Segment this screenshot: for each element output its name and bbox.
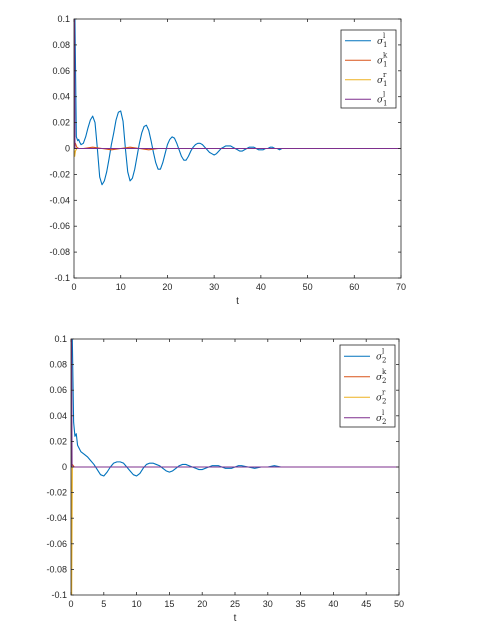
y-tick-label: -0.08 bbox=[46, 564, 67, 574]
legend-entry-2: σ bbox=[376, 373, 383, 383]
legend-box bbox=[339, 344, 396, 428]
legend-entry-4: σ bbox=[377, 95, 384, 105]
y-tick-label: 0 bbox=[62, 462, 67, 472]
chart-2: 0 5 10 15 20 25 30 35 40 45 50 0.1 0.08 0.06 0.04 0.02 0… bbox=[46, 334, 404, 624]
y-tick-label: 0.02 bbox=[52, 118, 70, 128]
y-tick-label: -0.02 bbox=[49, 169, 70, 179]
x-tick-label: 25 bbox=[230, 599, 240, 609]
x-tick-label: 30 bbox=[263, 599, 273, 609]
y-tick-label: 0.04 bbox=[49, 411, 67, 421]
legend-entry-4: σ bbox=[376, 414, 383, 424]
x-tick-label: 0 bbox=[68, 599, 73, 609]
legend-entry-sup-2: k bbox=[382, 368, 387, 376]
chart-1: 0 10 20 30 40 50 60 70 0.1 0.08 0.06 0.04 0.02 0 -0.02… bbox=[49, 14, 406, 307]
x-tick-label: 40 bbox=[256, 282, 266, 292]
x-tick-label: 40 bbox=[328, 599, 338, 609]
x-tick-label: 5 bbox=[101, 599, 106, 609]
legend-entry-sub-4: 1 bbox=[383, 99, 387, 107]
y-tick-label: -0.08 bbox=[49, 247, 70, 257]
legend-entry-sup-3: r bbox=[383, 71, 387, 79]
legend-entry-sup-4: l bbox=[382, 409, 385, 417]
series-group bbox=[71, 339, 399, 595]
y-tick-label: 0.1 bbox=[54, 334, 67, 344]
legend-entry-sup-3: r bbox=[382, 388, 386, 396]
y-tick-label: 0.08 bbox=[52, 40, 70, 50]
x-tick-label: 0 bbox=[71, 282, 76, 292]
y-tick-label: 0.04 bbox=[52, 92, 70, 102]
x-tick-label: 60 bbox=[349, 282, 359, 292]
y-tick-label: 0.06 bbox=[49, 385, 67, 395]
x-tick-label: 70 bbox=[396, 282, 406, 292]
y-tick-label: -0.04 bbox=[49, 195, 70, 205]
x-tick-label: 20 bbox=[162, 282, 172, 292]
x-tick-label: 50 bbox=[303, 282, 313, 292]
legend-entry-1: σ bbox=[377, 37, 384, 47]
y-tick-label: 0.08 bbox=[49, 360, 67, 370]
legend-entry-sub-2: 1 bbox=[383, 60, 387, 68]
legend-entry-sub-3: 2 bbox=[382, 397, 386, 405]
x-tick-label: 15 bbox=[164, 599, 174, 609]
y-tick-label: -0.06 bbox=[49, 221, 70, 231]
legend-entry-sup-4: l bbox=[383, 90, 386, 98]
legend-entry-sub-2: 2 bbox=[382, 377, 386, 385]
legend-entry-3: σ bbox=[376, 393, 383, 403]
legend-entry-sub-4: 2 bbox=[382, 418, 386, 426]
y-tick-label: -0.04 bbox=[46, 513, 67, 523]
legend-entry-1: σ bbox=[376, 352, 383, 362]
x-tick-label: 45 bbox=[361, 599, 371, 609]
legend-entry-sup-1: l bbox=[383, 32, 386, 40]
x-tick-label: 50 bbox=[394, 599, 404, 609]
y-tick-label: 0 bbox=[65, 144, 70, 154]
x-tick-label: 30 bbox=[209, 282, 219, 292]
y-tick-label: -0.1 bbox=[54, 273, 70, 283]
x-tick-label: 35 bbox=[296, 599, 306, 609]
y-tick-label: 0.1 bbox=[57, 14, 70, 24]
legend-entry-2: σ bbox=[377, 56, 384, 66]
y-tick-label: -0.06 bbox=[46, 539, 67, 549]
x-axis-label: t bbox=[234, 613, 237, 624]
x-tick-label: 20 bbox=[197, 599, 207, 609]
legend-entry-sub-3: 1 bbox=[383, 80, 387, 88]
x-axis-label: t bbox=[236, 296, 239, 307]
x-tick-label: 10 bbox=[116, 282, 126, 292]
legend-entry-3: σ bbox=[377, 76, 384, 86]
legend-entry-sub-1: 1 bbox=[383, 41, 387, 49]
x-tick-label: 10 bbox=[132, 599, 142, 609]
legend-entry-sup-2: k bbox=[383, 51, 388, 59]
y-tick-label: -0.02 bbox=[46, 488, 67, 498]
legend-entry-sup-1: l bbox=[382, 347, 385, 355]
legend-box bbox=[340, 29, 397, 109]
y-tick-label: 0.02 bbox=[49, 436, 67, 446]
y-tick-label: 0.06 bbox=[52, 66, 70, 76]
legend-entry-sub-1: 2 bbox=[382, 356, 386, 364]
y-tick-label: -0.1 bbox=[51, 590, 67, 600]
